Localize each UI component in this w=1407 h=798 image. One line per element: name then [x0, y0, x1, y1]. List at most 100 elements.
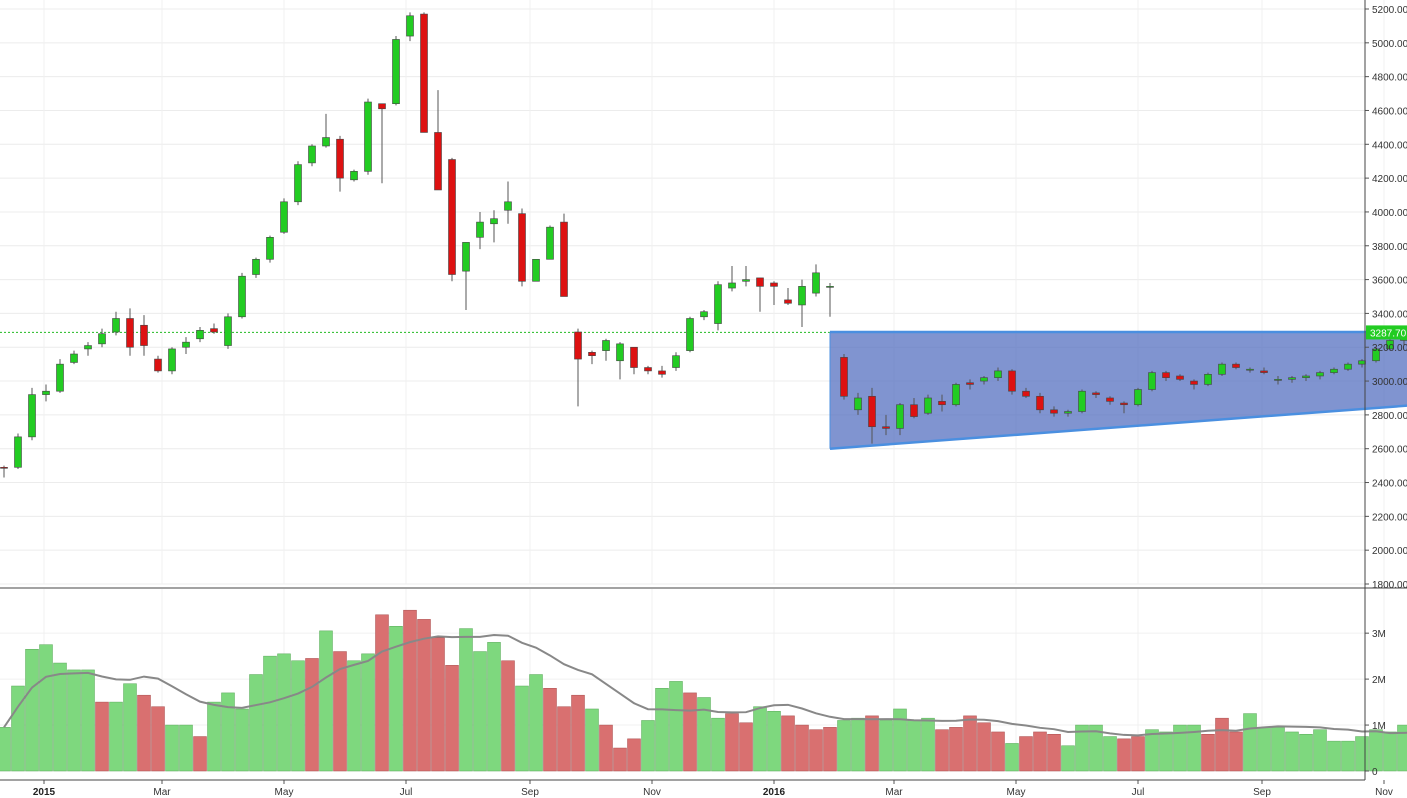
volume-bar: [781, 715, 795, 772]
candle-body: [1246, 368, 1254, 371]
candle-body: [840, 357, 848, 397]
volume-bar: [1005, 743, 1019, 772]
candle-body: [1148, 372, 1156, 390]
volume-bar: [81, 669, 95, 772]
candle-body: [574, 331, 582, 360]
volume-bar: [921, 717, 935, 772]
volume-tick-label: 0: [1372, 767, 1378, 778]
volume-bar: [1131, 736, 1145, 772]
candle-body: [182, 341, 190, 348]
volume-bar: [697, 697, 711, 772]
volume-bar: [1313, 729, 1327, 772]
candle-body: [210, 328, 218, 333]
price-tick-label: 4200.00: [1372, 174, 1407, 185]
time-tick-label: Sep: [521, 787, 539, 798]
candle-body: [854, 397, 862, 411]
candle-body: [1064, 411, 1072, 414]
volume-bar: [1061, 745, 1075, 772]
volume-bar: [291, 660, 305, 772]
volume-bar: [1299, 733, 1313, 772]
volume-bar: [1327, 740, 1341, 772]
candle-body: [238, 275, 246, 318]
candle-body: [1190, 380, 1198, 385]
volume-bar: [1257, 727, 1271, 772]
price-tick-label: 2400.00: [1372, 479, 1407, 490]
price-tick-label: 5200.00: [1372, 5, 1407, 16]
volume-bar: [543, 688, 557, 772]
volume-bar: [711, 717, 725, 772]
candle-body: [154, 358, 162, 372]
time-tick-label: May: [1007, 787, 1026, 798]
candle-body: [742, 279, 750, 282]
candle-body: [0, 467, 8, 469]
candle-body: [980, 377, 988, 382]
candle-body: [1204, 373, 1212, 385]
volume-bar: [557, 706, 571, 772]
candle-body: [280, 201, 288, 233]
candle-body: [70, 353, 78, 363]
candle-body: [28, 394, 36, 438]
volume-bar: [25, 648, 39, 772]
volume-bar: [837, 720, 851, 772]
candle-body: [504, 201, 512, 211]
volume-tick-label: 2M: [1372, 675, 1386, 686]
time-tick-label: Jul: [1132, 787, 1145, 798]
last-price-label: 3287.70: [1370, 328, 1407, 339]
candle-body: [462, 242, 470, 272]
volume-bar: [347, 660, 361, 772]
candle-body: [14, 436, 22, 468]
candle-body: [392, 39, 400, 105]
volume-bar: [1201, 733, 1215, 772]
volume-bar: [655, 688, 669, 772]
volume-bar: [795, 724, 809, 772]
candle-body: [252, 258, 260, 275]
time-tick-label: Jul: [400, 787, 413, 798]
volume-bar: [11, 685, 25, 772]
candle-body: [1344, 363, 1352, 370]
volume-bar: [361, 653, 375, 772]
candle-body: [1008, 370, 1016, 392]
volume-bar: [221, 692, 235, 772]
volume-bar: [109, 701, 123, 772]
time-tick-label: Nov: [643, 787, 661, 798]
volume-bar: [193, 736, 207, 772]
volume-bar: [179, 724, 193, 772]
time-tick-label: Mar: [885, 787, 903, 798]
price-tick-label: 2800.00: [1372, 411, 1407, 422]
volume-bar: [235, 708, 249, 772]
volume-bar: [375, 614, 389, 772]
price-tick-label: 3000.00: [1372, 377, 1407, 388]
volume-bar: [1103, 736, 1117, 772]
candle-body: [42, 390, 50, 395]
candlestick-series: [0, 12, 1407, 478]
candle-body: [378, 103, 386, 110]
volume-bar: [1383, 731, 1397, 772]
candle-body: [1260, 370, 1268, 373]
candle-body: [700, 311, 708, 318]
candle-body: [560, 221, 568, 297]
candle-body: [336, 138, 344, 179]
candle-body: [1218, 363, 1226, 375]
volume-bar: [935, 729, 949, 772]
candle-body: [1386, 340, 1394, 350]
time-tick-label: Mar: [153, 787, 171, 798]
support-line: [829, 404, 1407, 450]
volume-bar: [445, 665, 459, 772]
price-tick-label: 2000.00: [1372, 546, 1407, 557]
candle-body: [84, 345, 92, 350]
candle-body: [1330, 368, 1338, 373]
volume-bar: [501, 660, 515, 772]
candle-body: [630, 346, 638, 368]
volume-bar: [1145, 729, 1159, 772]
volume-bar: [1117, 738, 1131, 772]
volume-bar: [1355, 736, 1369, 772]
candle-body: [1092, 392, 1100, 395]
time-tick-label: 2015: [33, 787, 56, 798]
volume-bar: [1019, 736, 1033, 772]
volume-bar: [641, 720, 655, 772]
volume-bar: [739, 722, 753, 772]
candle-body: [1232, 363, 1240, 368]
candle-body: [1120, 402, 1128, 406]
volume-bar: [67, 669, 81, 772]
volume-bar: [137, 694, 151, 772]
